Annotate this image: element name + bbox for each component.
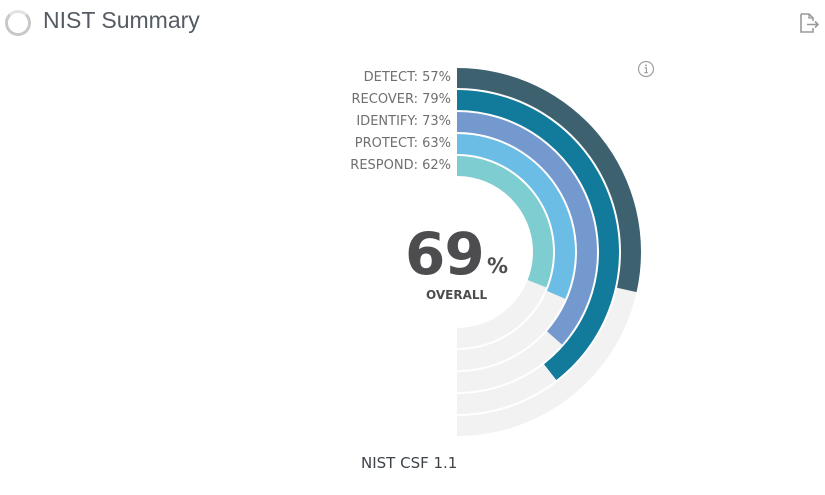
label-recover: RECOVER: 79%	[351, 92, 451, 107]
label-identify: IDENTIFY: 73%	[356, 114, 451, 129]
info-icon[interactable]	[637, 60, 655, 78]
overall-label: OVERALL	[426, 288, 488, 302]
bar-identify[interactable]	[457, 112, 597, 345]
widget-title: NIST Summary	[43, 7, 200, 33]
bar-recover[interactable]	[457, 90, 620, 381]
bar-protect[interactable]	[457, 134, 575, 299]
legend-labels: DETECT: 57% RECOVER: 79% IDENTIFY: 73% P…	[350, 68, 451, 178]
widget-header: NIST Summary	[0, 0, 825, 45]
overall-value: 69	[405, 220, 485, 288]
bar-respond[interactable]	[457, 156, 553, 288]
framework-label: NIST CSF 1.1	[361, 454, 458, 472]
loading-spinner-icon	[5, 10, 31, 36]
label-detect: DETECT: 57%	[363, 70, 451, 85]
export-icon[interactable]	[798, 12, 820, 34]
label-respond: RESPOND: 62%	[350, 158, 451, 173]
bar-detect[interactable]	[457, 68, 641, 293]
overall-unit: %	[487, 254, 509, 278]
label-protect: PROTECT: 63%	[354, 136, 451, 151]
